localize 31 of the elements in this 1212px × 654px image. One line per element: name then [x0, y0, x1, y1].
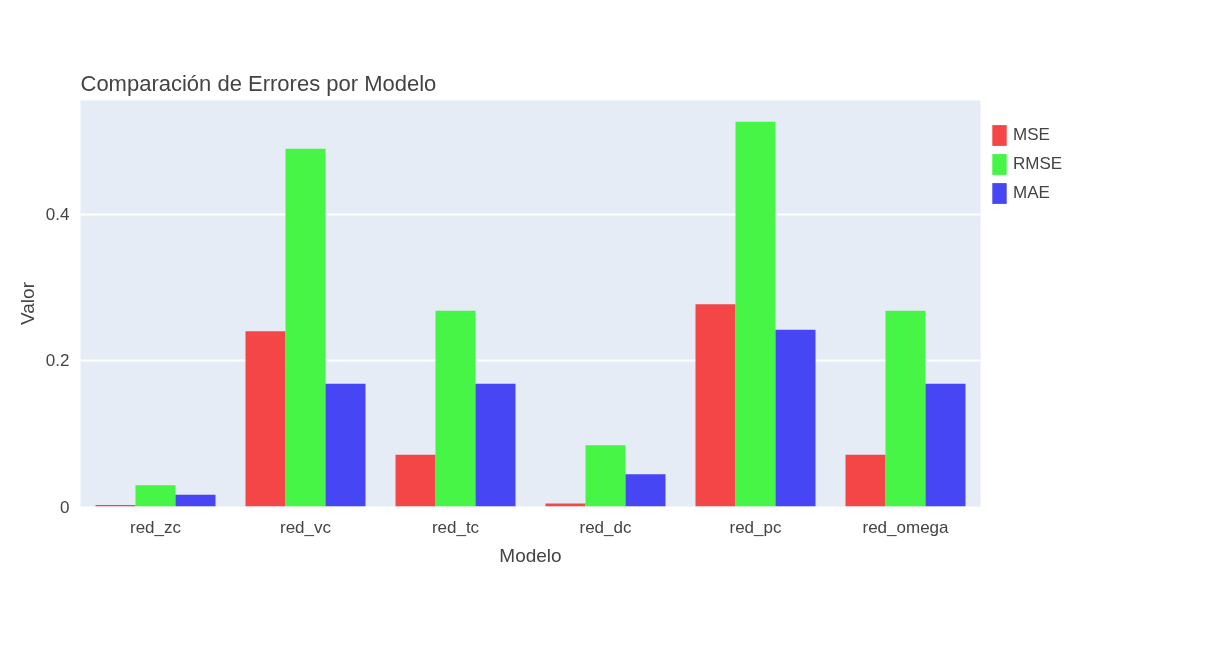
bar — [395, 454, 436, 507]
bar — [285, 148, 326, 507]
bar — [475, 383, 516, 507]
bar — [845, 454, 886, 507]
y-tick-label: 0.2 — [45, 351, 70, 371]
x-tick-label: red_dc — [579, 517, 632, 537]
bar — [885, 310, 926, 507]
legend-label: RMSE — [1013, 154, 1063, 174]
bar — [585, 445, 626, 507]
chart-title: Comparación de Errores por Modelo — [80, 70, 437, 96]
x-tick-label: red_zc — [129, 517, 182, 537]
bar — [925, 383, 966, 507]
bar — [175, 494, 216, 507]
x-tick-label: red_vc — [279, 517, 332, 537]
bar — [735, 121, 776, 507]
y-tick-label: 0.4 — [45, 205, 70, 225]
bar — [325, 383, 366, 507]
x-tick-label: red_tc — [431, 517, 480, 537]
x-axis-title: Modelo — [499, 544, 562, 566]
bar — [625, 474, 666, 507]
bar — [695, 304, 736, 507]
bar — [775, 329, 816, 507]
y-axis-title: Valor — [16, 281, 38, 325]
legend-label: MSE — [1013, 125, 1050, 145]
legend-label: MAE — [1013, 183, 1050, 203]
bar — [135, 485, 176, 507]
x-tick-label: red_pc — [729, 517, 782, 537]
x-tick-label: red_omega — [862, 517, 950, 537]
y-tick-label: 0 — [60, 497, 70, 517]
bar — [245, 331, 286, 507]
bar — [435, 310, 476, 507]
